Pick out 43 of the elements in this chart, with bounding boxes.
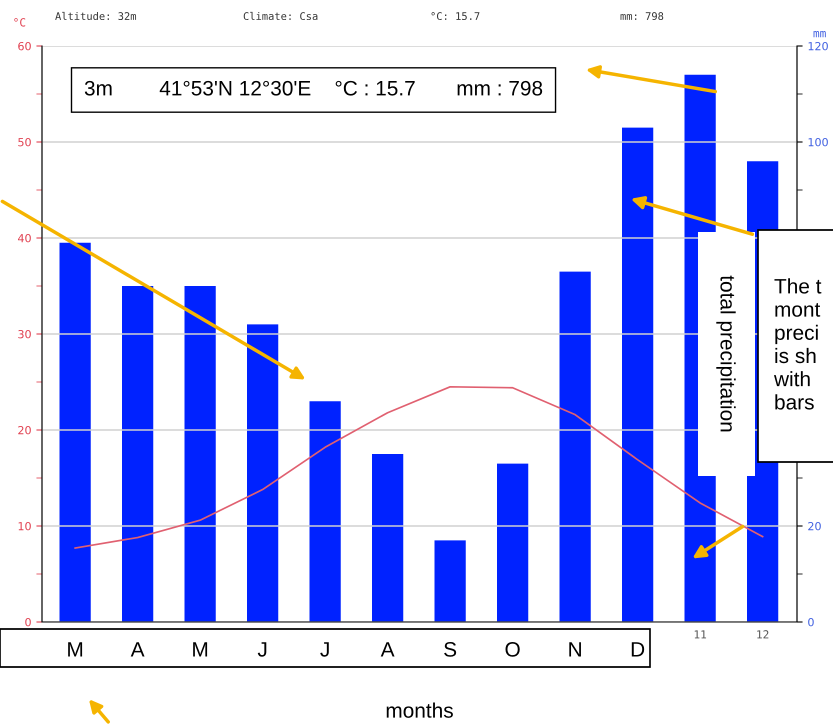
x-tick-label: M bbox=[193, 642, 208, 657]
annotation: 3m 41°53'N 12°30'E °C : 15.7 mm : 798 bbox=[84, 80, 542, 96]
bar bbox=[372, 454, 404, 622]
bar bbox=[497, 464, 528, 622]
text: Altitude: 32m bbox=[55, 12, 136, 20]
x-tick-label: S bbox=[444, 642, 456, 657]
y2-tick-label: 100 bbox=[808, 138, 828, 146]
y-tick-label: 10 bbox=[18, 522, 31, 530]
y-axis-title: °C bbox=[14, 18, 26, 27]
y-tick-label: 50 bbox=[18, 138, 31, 146]
bar bbox=[434, 540, 466, 622]
bar bbox=[184, 286, 216, 622]
x-tick-label: J bbox=[258, 642, 266, 657]
x-tick-label: D bbox=[632, 642, 644, 657]
annotation: total precipitation bbox=[716, 276, 736, 432]
x-tick-label: A bbox=[380, 642, 395, 657]
x-tick-label: 11 bbox=[694, 630, 706, 638]
x-axis-title: months bbox=[386, 702, 453, 718]
bar bbox=[247, 324, 278, 622]
x-tick-label: J bbox=[320, 642, 329, 657]
text: °C: 15.7 bbox=[432, 12, 480, 20]
y-tick-label: 20 bbox=[18, 426, 31, 434]
bar bbox=[122, 286, 154, 622]
bar bbox=[622, 128, 654, 622]
annotation: The t mont preci is sh with bars bbox=[774, 278, 822, 410]
x-tick-label: O bbox=[506, 642, 520, 657]
text: mm: 798 bbox=[620, 12, 664, 20]
x-tick-label: N bbox=[569, 642, 581, 657]
bar bbox=[310, 401, 341, 622]
x-tick-label: A bbox=[130, 642, 145, 657]
y2-tick-label: 20 bbox=[808, 522, 821, 530]
bar bbox=[60, 242, 91, 622]
y2-tick-label: 0 bbox=[808, 618, 814, 626]
y2-axis-title: mm bbox=[814, 31, 826, 38]
x-tick-label: M bbox=[68, 642, 82, 657]
y2-tick-label: 120 bbox=[808, 42, 828, 50]
y-tick-label: 0 bbox=[25, 618, 31, 626]
y-tick-label: 40 bbox=[18, 234, 31, 242]
y-tick-label: 60 bbox=[18, 42, 31, 50]
y-tick-label: 30 bbox=[18, 330, 31, 338]
text: Climate: Csa bbox=[244, 12, 318, 20]
x-tick-label: 12 bbox=[757, 630, 768, 638]
bar bbox=[560, 272, 591, 622]
